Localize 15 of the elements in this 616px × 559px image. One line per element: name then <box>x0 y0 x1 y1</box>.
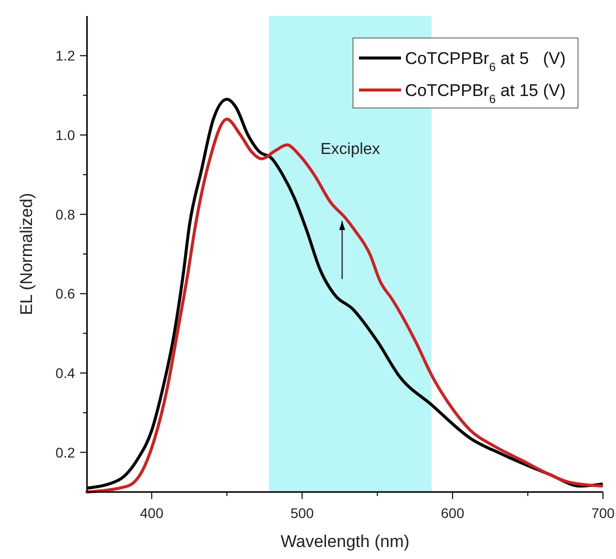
legend-label: CoTCPPBr$_{6}$ at 5 (V) <box>405 49 566 74</box>
x-tick-label: 600 <box>440 505 464 521</box>
y-tick-label: 0.2 <box>56 444 76 460</box>
y-tick-label: 0.6 <box>56 286 76 302</box>
x-tick-label: 500 <box>290 505 314 521</box>
x-tick-label: 400 <box>140 505 164 521</box>
y-tick-label: 1.2 <box>56 48 76 64</box>
band-label: Exciplex <box>320 141 380 158</box>
y-axis-title: EL (Normalized) <box>17 192 36 316</box>
x-tick-label: 700 <box>591 505 615 521</box>
legend-label: CoTCPPBr$_{6}$ at 15 (V) <box>405 81 566 106</box>
x-axis-title: Wavelength (nm) <box>280 532 410 551</box>
y-tick-label: 0.4 <box>56 365 76 381</box>
y-tick-label: 1.0 <box>56 127 76 143</box>
y-tick-label: 0.8 <box>56 206 76 222</box>
